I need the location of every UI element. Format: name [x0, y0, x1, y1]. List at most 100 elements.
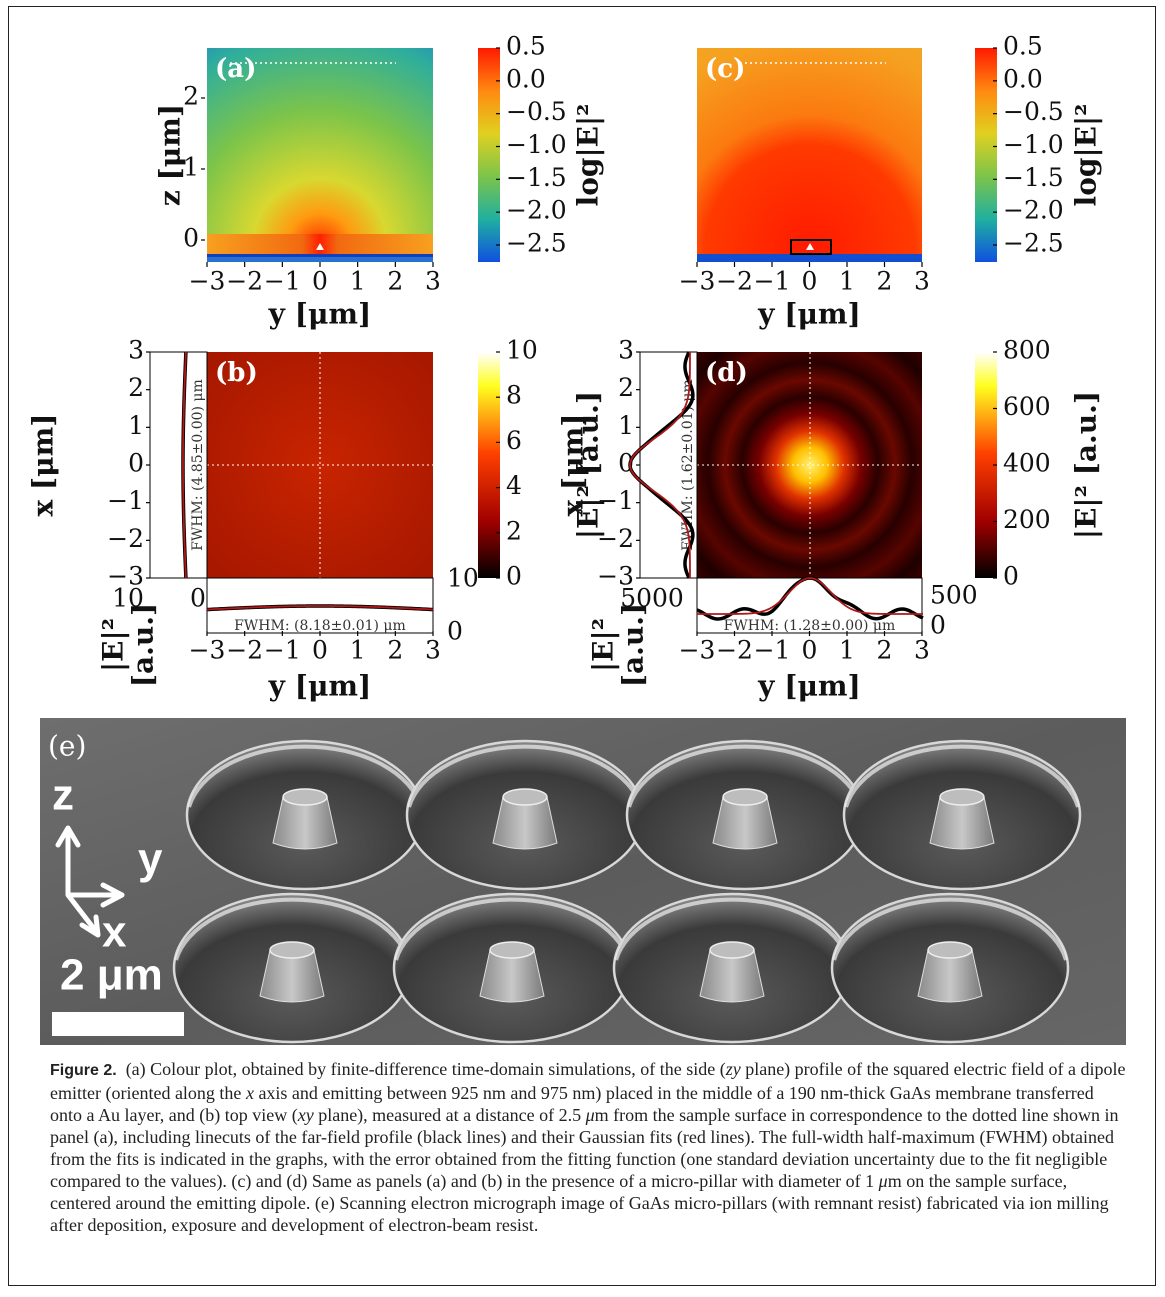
scale-bar: [52, 1012, 184, 1036]
colorbar-tick-label: 8: [506, 381, 522, 410]
colorbar-tick-label: −0.5: [1003, 97, 1064, 126]
colorbar-tick-label: 0.5: [506, 32, 546, 61]
x-tick-label: 0: [802, 636, 818, 665]
x-tick-label: 3: [425, 267, 441, 296]
caption-italic: μ: [878, 1171, 888, 1191]
axis-label: y: [138, 835, 163, 884]
colorbar-tick-label: −2.0: [506, 196, 567, 225]
y-tick-label: 1: [128, 411, 144, 440]
x-axis-label: y [μm]: [757, 670, 861, 703]
colorbar-label: log|E|²: [1070, 104, 1103, 207]
side-tick-label: 0: [190, 584, 206, 613]
colorbar-tick-label: 0: [506, 562, 522, 591]
x-tick-label: 3: [914, 636, 930, 665]
x-tick-label: 2: [877, 636, 893, 665]
x-tick-label: 1: [350, 267, 366, 296]
x-tick-label: 1: [839, 267, 855, 296]
x-tick-label: 2: [387, 267, 403, 296]
x-axis-label: y [μm]: [268, 670, 372, 703]
x-tick-label: −2: [716, 636, 753, 665]
pillar-top: [939, 788, 985, 806]
linecut-curve: [206, 605, 434, 611]
x-tick-label: −2: [226, 636, 263, 665]
well-rim: [614, 897, 850, 961]
colorbar-tick-label: 600: [1003, 392, 1051, 421]
side-linecut-frame: [149, 351, 208, 579]
y-tick-label: 2: [618, 373, 634, 402]
fwhm-annotation: FWHM: (1.28±0.00) μm: [724, 618, 896, 634]
x-tick-label: −2: [226, 267, 263, 296]
colorbar-label: log|E|²: [572, 104, 605, 207]
figure-frame: [8, 6, 1156, 1286]
x-tick-label: 2: [877, 267, 893, 296]
y-tick-label: 2: [183, 82, 199, 111]
linecut-curve: [697, 577, 923, 615]
colorbar-tick-label: −1.5: [1003, 163, 1064, 192]
panel-label: (d): [705, 358, 748, 388]
caption-text: (a) Colour plot, obtained by finite-diff…: [125, 1059, 726, 1079]
x-tick-label: 3: [425, 636, 441, 665]
colorbar-tick-label: 200: [1003, 505, 1051, 534]
caption-text: axis and emitting between 925 nm and 975…: [50, 1083, 1094, 1125]
colorbar-tick-label: −2.5: [506, 229, 567, 258]
side-tick-label: 10: [112, 584, 144, 613]
caption-italic: xy: [297, 1105, 314, 1125]
linecut-axis-label: |E|²: [97, 618, 130, 672]
panel-label: (a): [215, 54, 256, 84]
y-tick-label: −3: [107, 562, 144, 591]
pillar-top: [282, 788, 328, 806]
x-tick-label: −3: [679, 267, 716, 296]
x-tick-label: 3: [914, 267, 930, 296]
well-rim: [394, 897, 630, 961]
caption-italic: x: [245, 1083, 254, 1103]
colorbar-tick-label: 0.0: [506, 64, 546, 93]
bottom-linecut-frame: [696, 577, 923, 634]
fwhm-annotation: FWHM: (4.85±0.00) μm: [190, 379, 206, 551]
bottom-tick-label: 10: [447, 564, 479, 593]
colorbar-tick-label: 4: [506, 471, 522, 500]
bottom-tick-label: 0: [447, 617, 463, 646]
panel-label: (b): [215, 358, 258, 388]
x-tick-label: 1: [350, 636, 366, 665]
colorbar-tick-label: −1.0: [506, 130, 567, 159]
x-tick-label: −1: [754, 636, 791, 665]
colorbar-tick-label: 6: [506, 426, 522, 455]
pillar-top: [502, 788, 548, 806]
colorbar-tick-label: −0.5: [506, 97, 567, 126]
heatmap-a: [207, 48, 433, 262]
substrate: [697, 254, 922, 262]
colorbar-tick-label: −1.0: [1003, 130, 1064, 159]
panel-label: (c): [705, 54, 745, 84]
colorbar-tick-label: −2.0: [1003, 196, 1064, 225]
pillar-top: [269, 941, 315, 959]
colorbar: [975, 48, 997, 262]
y-axis-label: x [μm]: [27, 413, 60, 516]
colorbar-tick-label: 0.5: [1003, 32, 1043, 61]
caption-text: m from the sample surface in corresponde…: [50, 1105, 1119, 1191]
side-tick-label: 5000: [620, 584, 684, 613]
axis-label: z: [52, 771, 74, 820]
scale-bar-label: 2 μm: [60, 951, 163, 1000]
axis-arrows: [55, 825, 125, 938]
colorbar-label: |E|² [a.u.]: [1070, 391, 1103, 539]
colorbar-tick-label: 800: [1003, 336, 1051, 365]
caption-text: plane), measured at a distance of 2.5: [313, 1105, 586, 1125]
x-tick-label: 1: [839, 636, 855, 665]
heatmaps: [149, 48, 997, 634]
sem-image: (e) z yx2 μm: [40, 718, 1126, 1045]
linecut-curve: [629, 351, 691, 579]
side-linecut-frame: [639, 351, 698, 579]
y-tick-label: 1: [618, 411, 634, 440]
x-tick-label: 0: [312, 636, 328, 665]
colorbar-tick-label: 0.0: [1003, 64, 1043, 93]
fwhm-annotation: FWHM: (1.62±0.01) μm: [680, 379, 696, 551]
pillar-top: [722, 788, 768, 806]
heatmap-d: [697, 352, 922, 578]
well-rim: [407, 744, 643, 808]
well-rim: [627, 744, 863, 808]
colorbar-tick-label: 400: [1003, 449, 1051, 478]
y-axis-label: z [μm]: [154, 104, 187, 206]
y-tick-label: 1: [183, 153, 199, 182]
x-axis-label: y [μm]: [757, 298, 861, 331]
